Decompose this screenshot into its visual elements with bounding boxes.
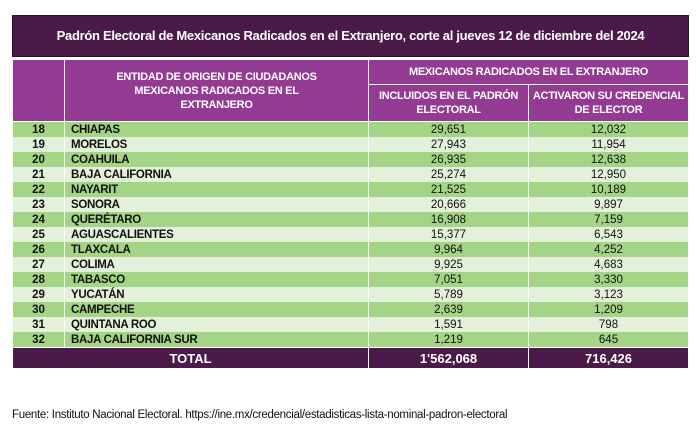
entity-name: MORELOS	[64, 137, 369, 152]
credencial-value: 12,638	[528, 152, 689, 167]
credencial-value: 645	[528, 332, 689, 348]
table-row: 29 YUCATÁN 5,789 3,123	[12, 287, 689, 302]
entity-name: YUCATÁN	[64, 287, 369, 302]
table-row: 25 AGUASCALIENTES 15,377 6,543	[12, 227, 689, 242]
row-number: 20	[12, 152, 65, 167]
padron-value: 25,274	[368, 167, 529, 182]
header-credencial: ACTIVARON SU CREDENCIAL DE ELECTOR	[528, 84, 689, 122]
table-row: 32 BAJA CALIFORNIA SUR 1,219 645	[12, 332, 689, 348]
credencial-value: 10,189	[528, 182, 689, 197]
entity-name: SONORA	[64, 197, 369, 212]
padron-value: 9,925	[368, 257, 529, 272]
table-row: 21 BAJA CALIFORNIA 25,274 12,950	[12, 167, 689, 182]
total-padron: 1'562,068	[368, 347, 529, 369]
credencial-value: 12,032	[528, 121, 689, 137]
entity-name: NAYARIT	[64, 182, 369, 197]
credencial-value: 1,209	[528, 302, 689, 317]
padron-value: 29,651	[368, 121, 529, 137]
entity-name: BAJA CALIFORNIA	[64, 167, 369, 182]
credencial-value: 4,252	[528, 242, 689, 257]
entity-name: QUINTANA ROO	[64, 317, 369, 332]
total-credencial: 716,426	[528, 347, 689, 369]
entity-name: TLAXCALA	[64, 242, 369, 257]
row-number: 18	[12, 121, 65, 137]
credencial-value: 12,950	[528, 167, 689, 182]
table-row: 20 COAHUILA 26,935 12,638	[12, 152, 689, 167]
table-row: 18 CHIAPAS 29,651 12,032	[12, 121, 689, 137]
table-row: 30 CAMPECHE 2,639 1,209	[12, 302, 689, 317]
credencial-value: 7,159	[528, 212, 689, 227]
table-row: 23 SONORA 20,666 9,897	[12, 197, 689, 212]
padron-value: 15,377	[368, 227, 529, 242]
padron-value: 9,964	[368, 242, 529, 257]
row-number: 32	[12, 332, 65, 348]
credencial-value: 11,954	[528, 137, 689, 152]
padron-value: 27,943	[368, 137, 529, 152]
entity-name: BAJA CALIFORNIA SUR	[64, 332, 369, 348]
padron-value: 16,908	[368, 212, 529, 227]
padron-value: 1,591	[368, 317, 529, 332]
entity-name: COAHUILA	[64, 152, 369, 167]
table-row: 27 COLIMA 9,925 4,683	[12, 257, 689, 272]
padron-value: 7,051	[368, 272, 529, 287]
entity-name: CHIAPAS	[64, 121, 369, 137]
padron-value: 1,219	[368, 332, 529, 348]
padron-value: 26,935	[368, 152, 529, 167]
entity-name: QUERÉTARO	[64, 212, 369, 227]
row-number: 29	[12, 287, 65, 302]
table-container: Padrón Electoral de Mexicanos Radicados …	[12, 15, 689, 369]
credencial-value: 9,897	[528, 197, 689, 212]
row-number: 22	[12, 182, 65, 197]
header-entity: ENTIDAD DE ORIGEN DE CIUDADANOS MEXICANO…	[64, 59, 369, 122]
row-number: 28	[12, 272, 65, 287]
table-row: 31 QUINTANA ROO 1,591 798	[12, 317, 689, 332]
total-row: TOTAL 1'562,068 716,426	[12, 347, 689, 369]
row-number: 27	[12, 257, 65, 272]
row-number: 30	[12, 302, 65, 317]
credencial-value: 3,330	[528, 272, 689, 287]
row-number: 21	[12, 167, 65, 182]
header-group: MEXICANOS RADICADOS EN EL EXTRANJERO	[368, 59, 689, 85]
row-number: 24	[12, 212, 65, 227]
credencial-value: 3,123	[528, 287, 689, 302]
credencial-value: 4,683	[528, 257, 689, 272]
credencial-value: 798	[528, 317, 689, 332]
credencial-value: 6,543	[528, 227, 689, 242]
table-row: 19 MORELOS 27,943 11,954	[12, 137, 689, 152]
table-row: 24 QUERÉTARO 16,908 7,159	[12, 212, 689, 227]
entity-name: TABASCO	[64, 272, 369, 287]
padron-value: 21,525	[368, 182, 529, 197]
entity-name: COLIMA	[64, 257, 369, 272]
row-number: 26	[12, 242, 65, 257]
row-number: 25	[12, 227, 65, 242]
padron-table: ENTIDAD DE ORIGEN DE CIUDADANOS MEXICANO…	[12, 59, 689, 369]
header-number	[12, 59, 65, 122]
table-row: 26 TLAXCALA 9,964 4,252	[12, 242, 689, 257]
header-padron: INCLUIDOS EN EL PADRÓN ELECTORAL	[368, 84, 529, 122]
padron-value: 2,639	[368, 302, 529, 317]
total-label: TOTAL	[12, 347, 369, 369]
row-number: 19	[12, 137, 65, 152]
entity-name: AGUASCALIENTES	[64, 227, 369, 242]
padron-value: 5,789	[368, 287, 529, 302]
table-row: 22 NAYARIT 21,525 10,189	[12, 182, 689, 197]
source-note: Fuente: Instituto Nacional Electoral. ht…	[12, 409, 508, 421]
row-number: 31	[12, 317, 65, 332]
table-row: 28 TABASCO 7,051 3,330	[12, 272, 689, 287]
entity-name: CAMPECHE	[64, 302, 369, 317]
padron-value: 20,666	[368, 197, 529, 212]
row-number: 23	[12, 197, 65, 212]
table-title: Padrón Electoral de Mexicanos Radicados …	[12, 15, 689, 57]
